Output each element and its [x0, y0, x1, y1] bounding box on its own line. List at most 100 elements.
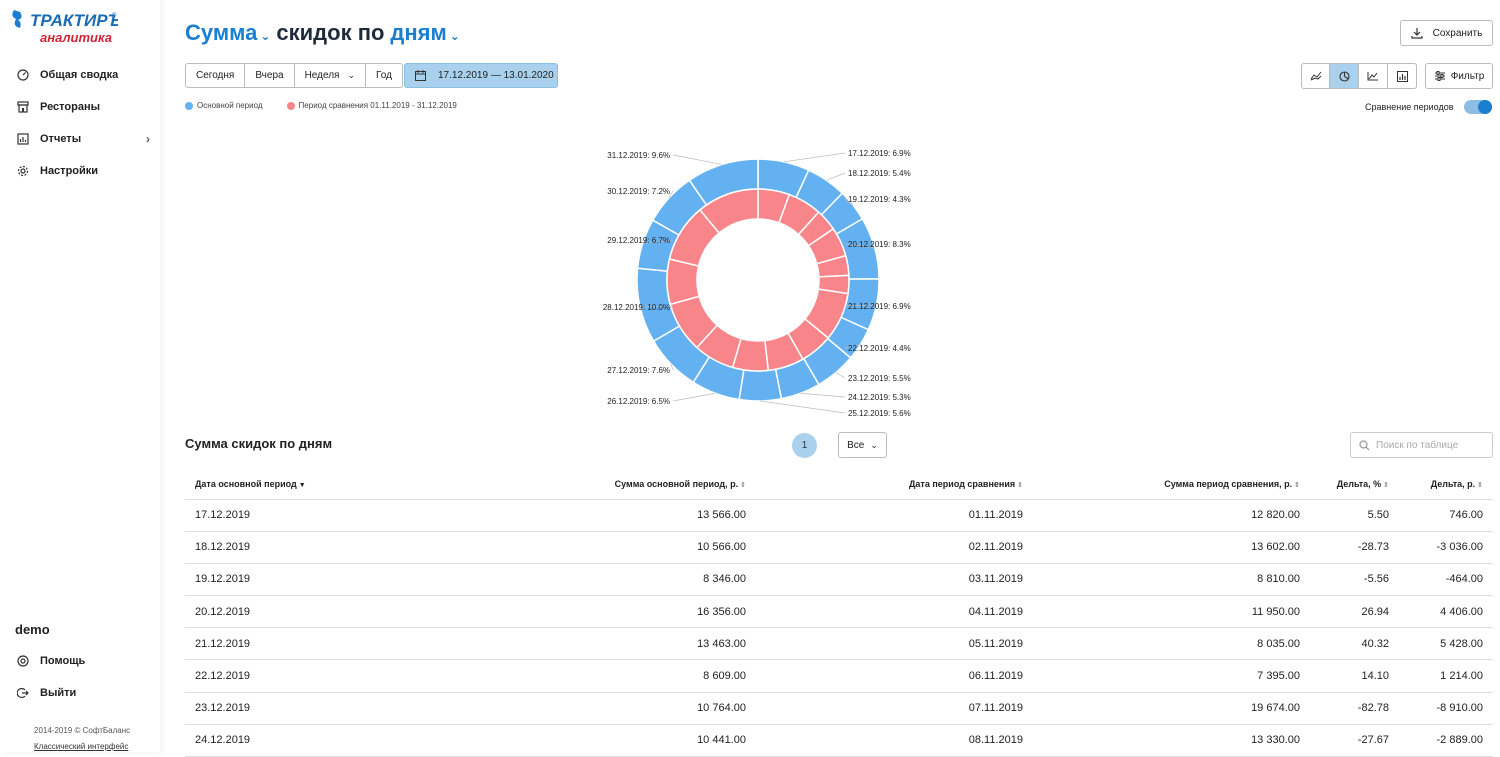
column-label: Дата период сравнения [909, 479, 1016, 490]
legend-item-compare[interactable]: Период сравнения 01.11.2019 - 31.12.2019 [286, 101, 457, 110]
page-size-value: Все [847, 439, 865, 451]
pie-chart-button[interactable] [1330, 63, 1359, 89]
search-input[interactable] [1376, 439, 1486, 451]
compare-period-slice[interactable] [666, 258, 701, 306]
compare-periods-control: Сравнение периодов [1365, 100, 1492, 114]
save-button[interactable]: Сохранить [1400, 20, 1493, 46]
sidebar-item-restaurants[interactable]: Рестораны [16, 97, 150, 117]
slice-label: 21.12.2019: 6.9% [848, 302, 911, 311]
table-row: 19.12.2019 8 346.00 03.11.2019 8 810.00 -5.5… [185, 563, 1493, 597]
column-header-delta-pct[interactable]: Дельта, % ⇕ [1304, 470, 1393, 500]
line-chart-button[interactable] [1301, 63, 1330, 89]
column-label: Сумма период сравнения, р. [1164, 479, 1293, 490]
cell: 18.12.2019 [185, 531, 385, 564]
slice-label: 26.12.2019: 6.5% [607, 397, 670, 406]
column-label: Дата основной период [195, 479, 297, 490]
cell: 17.12.2019 [185, 499, 385, 532]
cell: 7 395.00 [1027, 659, 1304, 693]
chevron-down-icon[interactable]: ⌄ [260, 29, 271, 43]
cell: -3 036.00 [1393, 531, 1493, 564]
page-size-select[interactable]: Все ⌄ [838, 432, 887, 458]
cell: 1 214.00 [1393, 659, 1493, 693]
cell: 13 566.00 [385, 499, 750, 532]
table-row: 17.12.2019 13 566.00 01.11.2019 12 820.00 5.… [185, 499, 1493, 532]
compare-period-slice[interactable] [698, 188, 759, 235]
label-connector [844, 344, 861, 349]
table-row: 18.12.2019 10 566.00 02.11.2019 13 602.00 -2… [185, 531, 1493, 564]
sidebar-item-summary[interactable]: Общая сводка [16, 65, 150, 85]
date-range-value: 17.12.2019 — 13.01.2020 [438, 70, 554, 81]
legend-label: Период сравнения 01.11.2019 - 31.12.2019 [298, 101, 457, 110]
cell: 8 609.00 [385, 659, 750, 693]
app-logo[interactable]: ТРАКТИРЪ ® аналитика [8, 6, 122, 48]
grouping-selector[interactable]: дням [390, 20, 447, 45]
classic-interface-link[interactable]: Классический интерфейс [34, 742, 129, 751]
chevron-down-icon[interactable]: ⌄ [449, 29, 460, 43]
cell: 22.12.2019 [185, 659, 385, 693]
cell: 01.11.2019 [750, 499, 1027, 532]
period-label: Сегодня [196, 70, 235, 81]
sidebar-item-label: Отчеты [40, 133, 82, 145]
period-week-dropdown[interactable]: Неделя ⌄ [294, 63, 366, 88]
label-connector [672, 392, 716, 402]
cell: 23.12.2019 [185, 692, 385, 725]
main-period-slice[interactable] [738, 368, 783, 402]
period-yesterday-button[interactable]: Вчера [245, 63, 295, 88]
slice-label: 29.12.2019: 6.7% [607, 236, 670, 245]
store-icon [16, 100, 30, 114]
cell: 19 674.00 [1027, 692, 1304, 725]
sidebar-item-label: Рестораны [40, 101, 100, 113]
sidebar-item-reports[interactable]: Отчеты › [16, 129, 150, 149]
table-row: 20.12.2019 16 356.00 04.11.2019 11 950.00 26… [185, 595, 1493, 629]
sidebar: ТРАКТИРЪ ® аналитика Общая сводка Рестор… [0, 0, 160, 752]
column-header-main-date[interactable]: Дата основной период ▼ [185, 470, 385, 500]
column-header-compare-sum[interactable]: Сумма период сравнения, р. ⇕ [1027, 470, 1304, 500]
metric-selector[interactable]: Сумма [185, 20, 258, 45]
logo-title: ТРАКТИРЪ [30, 11, 118, 30]
sidebar-item-label: Настройки [40, 165, 99, 177]
legend-item-main[interactable]: Основной период [185, 101, 263, 110]
help-label: Помощь [40, 655, 86, 667]
logout-icon [16, 686, 30, 700]
label-connector [670, 363, 674, 371]
pie-chart-icon [1338, 70, 1350, 82]
cell: 4 406.00 [1393, 595, 1493, 629]
cell: 05.11.2019 [750, 627, 1027, 661]
label-connector [800, 392, 846, 398]
cell: 02.11.2019 [750, 531, 1027, 564]
bar-chart-button[interactable] [1388, 63, 1417, 89]
cell: 13 602.00 [1027, 531, 1304, 564]
area-chart-button[interactable] [1359, 63, 1388, 89]
cell: 20.12.2019 [185, 595, 385, 629]
filter-button[interactable]: Фильтр [1425, 63, 1493, 89]
logout-label: Выйти [40, 687, 77, 699]
period-year-button[interactable]: Год [366, 63, 403, 88]
pagination-page-1[interactable]: 1 [792, 433, 817, 458]
sort-icon: ⇕ [1017, 482, 1023, 490]
download-icon [1411, 28, 1423, 39]
help-link[interactable]: Помощь [16, 651, 150, 671]
cell: 26.94 [1304, 595, 1393, 629]
sidebar-item-label: Общая сводка [40, 69, 119, 81]
page-title: Сумма ⌄ скидок по дням ⌄ [185, 20, 466, 46]
period-today-button[interactable]: Сегодня [185, 63, 246, 88]
column-header-main-sum[interactable]: Сумма основной период, р. ⇕ [385, 470, 750, 500]
column-label: Сумма основной период, р. [614, 479, 739, 490]
slice-label: 22.12.2019: 4.4% [848, 344, 911, 353]
slice-label: 18.12.2019: 5.4% [848, 169, 911, 178]
slice-label: 24.12.2019: 5.3% [848, 393, 911, 402]
compare-toggle[interactable] [1463, 100, 1492, 114]
cell: 8 346.00 [385, 563, 750, 597]
cell: 06.11.2019 [750, 659, 1027, 693]
cell: 5 428.00 [1393, 627, 1493, 661]
column-header-compare-date[interactable]: Дата период сравнения ⇕ [750, 470, 1027, 500]
logout-link[interactable]: Выйти [16, 683, 150, 703]
period-label: Год [376, 70, 392, 81]
column-header-delta-rub[interactable]: Дельта, р. ⇕ [1393, 470, 1493, 500]
period-label: Неделя [304, 70, 340, 81]
date-range-picker[interactable]: 17.12.2019 — 13.01.2020 [404, 63, 558, 88]
slice-label: 20.12.2019: 8.3% [848, 240, 911, 249]
cell: 21.12.2019 [185, 627, 385, 661]
chevron-right-icon: › [146, 132, 150, 146]
sidebar-item-settings[interactable]: Настройки [16, 161, 150, 181]
